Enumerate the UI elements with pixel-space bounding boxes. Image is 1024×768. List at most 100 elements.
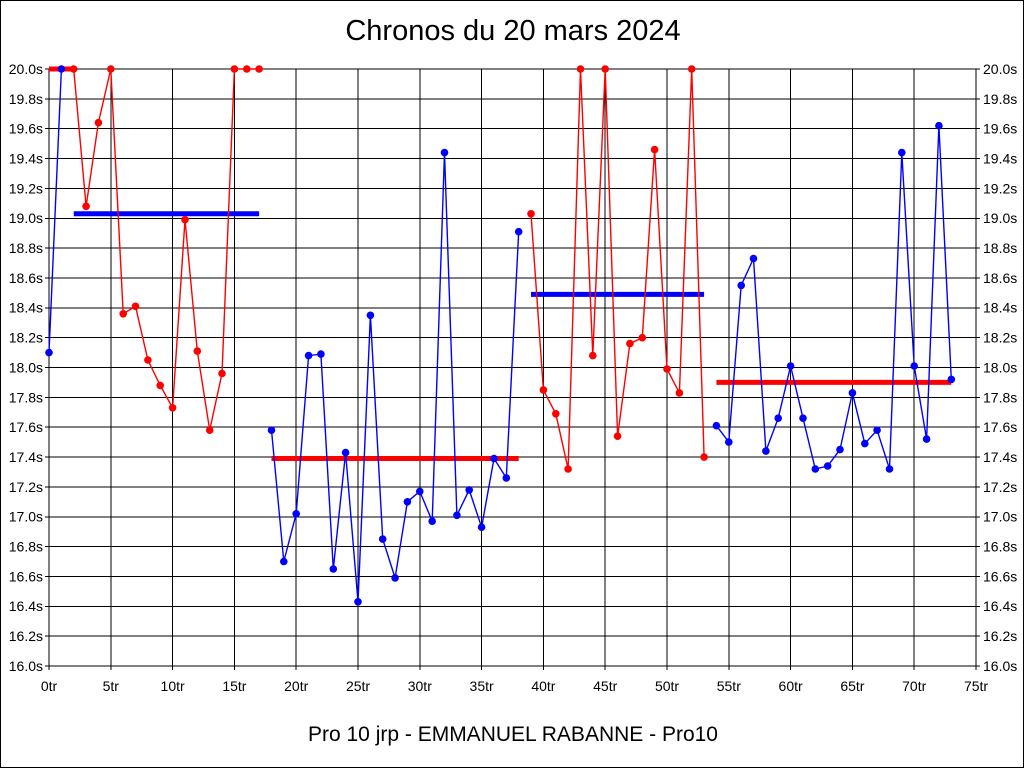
y-tick-label-right: 16.2s [983,628,1017,644]
lap-point [82,202,90,211]
y-tick-label-right: 16.4s [983,598,1017,614]
lap-point [131,302,140,311]
lap-point [366,311,375,320]
lap-series-stint-5-laps [715,125,952,470]
lap-point [601,65,609,73]
x-tick-label: 30tr [408,678,432,694]
lap-point [861,439,869,448]
y-tick-label-left: 20.0s [9,61,43,77]
lap-series-stint-2-laps [73,68,260,431]
lap-point [403,498,412,506]
x-tick-label: 70tr [902,678,926,694]
y-tick-label-left: 17.6s [9,419,43,435]
lap-point [490,454,498,463]
lap-point [304,351,313,360]
lap-point [514,227,523,236]
lap-point [45,348,53,357]
x-tick-label: 60tr [779,678,803,694]
lap-point [181,215,189,224]
y-tick-label-left: 17.8s [9,389,43,405]
lap-point [218,369,226,378]
lap-point [811,465,820,473]
lap-point [712,421,721,430]
lap-point [502,474,511,482]
lap-point [552,410,560,418]
lap-point [354,598,362,606]
lap-point [737,281,745,290]
y-tick-label-left: 17.4s [9,449,43,465]
lap-point [119,310,127,318]
y-tick-label-left: 18.0s [9,359,43,375]
x-tick-label: 10tr [161,678,185,694]
lap-point [280,557,288,566]
x-tick-label: 40tr [531,678,555,694]
lap-point [341,448,350,457]
y-tick-label-left: 19.0s [9,210,43,226]
y-tick-label-left: 19.8s [9,91,43,107]
y-tick-label-right: 18.4s [983,300,1017,316]
y-tick-label-left: 19.4s [9,150,43,166]
lap-point [156,381,164,390]
y-tick-label-left: 17.0s [9,509,43,525]
lap-point [378,535,387,543]
y-tick-label-right: 18.6s [983,270,1017,286]
x-tick-label: 75tr [964,678,988,694]
x-tick-label: 45tr [593,678,617,694]
y-tick-label-right: 16.6s [983,568,1017,584]
x-tick-label: 25tr [346,678,370,694]
y-tick-label-right: 16.8s [983,539,1017,555]
y-tick-label-right: 18.8s [983,240,1017,256]
lap-point [663,365,671,373]
lap-point [391,574,399,582]
lap-point [564,465,572,473]
lap-point [267,426,276,435]
lap-point [848,389,857,397]
driver-session-label: Pro 10 jrp - EMMANUEL RABANNE - Pro10 [307,723,718,746]
y-tick-label-left: 19.6s [9,121,43,137]
lap-point [193,347,202,355]
y-tick-label-right: 17.0s [983,509,1017,525]
x-tick-label: 15tr [222,678,246,694]
lap-point [107,65,115,73]
y-tick-label-right: 19.8s [983,91,1017,107]
lap-point [638,333,647,342]
lap-times-chart: 20.0s 20.0s 19.8s 19.8s 19.6s 19.6s 19.4s 19.4s… [9,61,1018,694]
chart-title: Chronos du 20 mars 2024 [345,15,681,47]
x-tick-label: 20tr [284,678,308,694]
lap-point [243,65,251,73]
y-tick-label-right: 19.6s [983,121,1017,137]
lap-point [935,121,943,130]
y-tick-label-left: 16.0s [9,658,43,674]
y-tick-label-right: 19.4s [983,150,1017,166]
lap-point [725,438,733,446]
y-tick-label-left: 19.2s [9,180,43,196]
lap-point [687,65,696,73]
y-tick-label-left: 16.6s [9,568,43,584]
lap-point [675,389,684,397]
x-tick-label: 0tr [41,678,58,694]
x-tick-label: 65tr [840,678,864,694]
lap-point [774,414,782,423]
lap-point [57,65,66,73]
lap-point [589,351,597,360]
lap-point [898,148,906,157]
lap-point [700,453,708,461]
lap-point [885,465,894,473]
lap-point [922,435,931,443]
lap-point [650,145,659,154]
lap-point [205,426,214,435]
lap-point [94,118,103,127]
lap-point [255,65,263,73]
lap-point [539,386,548,394]
lap-point [823,462,832,470]
lap-series-stint-1-laps [48,68,63,353]
y-tick-label-right: 18.2s [983,330,1017,346]
lap-point [477,523,486,531]
y-tick-label-right: 17.4s [983,449,1017,465]
y-tick-label-left: 17.2s [9,479,43,495]
y-tick-label-right: 16.0s [983,658,1017,674]
y-tick-label-right: 17.6s [983,419,1017,435]
y-tick-label-right: 19.2s [983,180,1017,196]
lap-point [329,565,338,573]
y-tick-label-right: 18.0s [983,359,1017,375]
